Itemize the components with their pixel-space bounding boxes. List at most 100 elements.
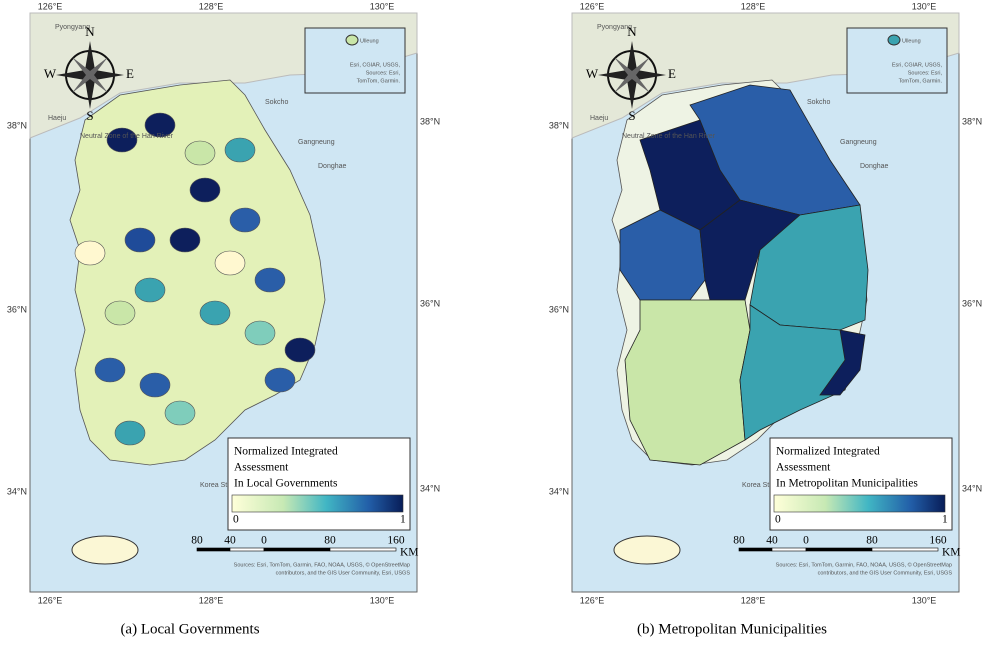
district (214, 250, 246, 276)
place-label: Neutral Zone of the Han River (80, 133, 174, 140)
place-label: Sokcho (807, 99, 830, 106)
jeju (613, 535, 681, 565)
jeju (71, 535, 139, 565)
legend-max: 1 (942, 514, 948, 526)
district (134, 277, 166, 303)
lon-label: 126°E (580, 595, 605, 605)
scale-segment (771, 547, 807, 552)
inset-attribution: Sources: Esri, (908, 70, 943, 76)
legend-title: Assessment (776, 462, 831, 474)
legend-max: 1 (400, 514, 406, 526)
inset-attribution: TomTom, Garmin. (357, 78, 401, 84)
legend-title: In Metropolitan Municipalities (776, 478, 918, 490)
district (74, 240, 106, 266)
compass-letter: W (586, 66, 599, 81)
caption: (a) Local Governments (120, 621, 259, 637)
district (264, 367, 296, 393)
district (106, 127, 138, 153)
scale-label: 80 (733, 535, 745, 547)
district (229, 207, 261, 233)
inset-label: Ulleung (360, 38, 379, 44)
region (739, 304, 861, 441)
lat-label: 34°N (962, 483, 982, 493)
place-label: Haeju (48, 115, 66, 122)
district (184, 140, 216, 166)
place-label: Gangneung (298, 139, 335, 146)
lat-label: 36°N (962, 298, 982, 308)
lon-label: 126°E (580, 1, 605, 11)
region (619, 209, 706, 301)
legend-title: In Local Governments (234, 478, 338, 490)
lon-label: 126°E (38, 595, 63, 605)
lat-label: 38°N (549, 120, 569, 130)
lon-label: 128°E (741, 1, 766, 11)
scale-segment (263, 547, 331, 552)
scale-segment (329, 547, 397, 552)
compass-letter: E (126, 66, 134, 81)
compass-letter: W (44, 66, 57, 81)
scale-label: 40 (224, 535, 236, 547)
scale-label: 0 (261, 535, 267, 547)
district (164, 400, 196, 426)
district (284, 337, 316, 363)
scale-segment (738, 547, 773, 552)
scale-segment (196, 547, 231, 552)
district (244, 320, 276, 346)
place-label: Donghae (318, 163, 347, 170)
lat-label: 34°N (7, 486, 27, 496)
place-label: Neutral Zone of the Han River (622, 133, 716, 140)
lat-label: 38°N (962, 116, 982, 126)
inset-label: Ulleung (902, 38, 921, 44)
region (624, 299, 751, 466)
place-label: Pyongyang (597, 24, 632, 31)
legend-min: 0 (233, 514, 239, 526)
scale-unit: KM (942, 547, 961, 559)
district (144, 112, 176, 138)
legend-title: Normalized Integrated (776, 446, 880, 458)
compass-letter: N (85, 24, 95, 39)
legend-gradient (231, 494, 404, 513)
place-label: Pyongyang (55, 24, 90, 31)
lon-label: 126°E (38, 1, 63, 11)
compass-star-minor (614, 57, 650, 93)
district (189, 177, 221, 203)
district (124, 227, 156, 253)
inset-attribution: TomTom, Garmin. (899, 78, 943, 84)
scale-segment (805, 547, 873, 552)
caption: (b) Metropolitan Municipalities (637, 621, 827, 637)
lon-label: 130°E (912, 1, 937, 11)
scale-segment (229, 547, 265, 552)
legend-title: Normalized Integrated (234, 446, 338, 458)
scale-label: 40 (766, 535, 778, 547)
district (94, 357, 126, 383)
compass-letter: E (668, 66, 676, 81)
ulleung (887, 34, 901, 46)
place-label: Donghae (860, 163, 889, 170)
lon-label: 130°E (370, 595, 395, 605)
district (254, 267, 286, 293)
map-panel: Ulleung Esri, CGIAR, USGS, Sources: Esri, T… (571, 12, 961, 593)
place-label: Korea Strait (742, 482, 779, 489)
place-label: Korea Strait (200, 482, 237, 489)
lat-label: 36°N (7, 304, 27, 314)
lat-label: 36°N (549, 304, 569, 314)
place-label: Haeju (590, 115, 608, 122)
scale-label: 80 (324, 535, 336, 547)
compass-letter: S (86, 108, 93, 123)
compass-star-minor (72, 57, 108, 93)
scale-unit: KM (400, 547, 419, 559)
lat-label: 38°N (7, 120, 27, 130)
inset-attribution: Sources: Esri, (366, 70, 401, 76)
district (139, 372, 171, 398)
inset-attribution: Esri, CGIAR, USGS, (350, 62, 401, 68)
inset-attribution: Esri, CGIAR, USGS, (892, 62, 943, 68)
lon-label: 130°E (370, 1, 395, 11)
map-attribution: contributors, and the GIS User Community… (276, 570, 411, 576)
lat-label: 36°N (420, 298, 440, 308)
scale-label: 80 (866, 535, 878, 547)
map-attribution: Sources: Esri, TomTom, Garmin, FAO, NOAA… (776, 561, 952, 568)
lon-label: 128°E (199, 595, 224, 605)
region (699, 199, 801, 301)
lat-label: 38°N (420, 116, 440, 126)
